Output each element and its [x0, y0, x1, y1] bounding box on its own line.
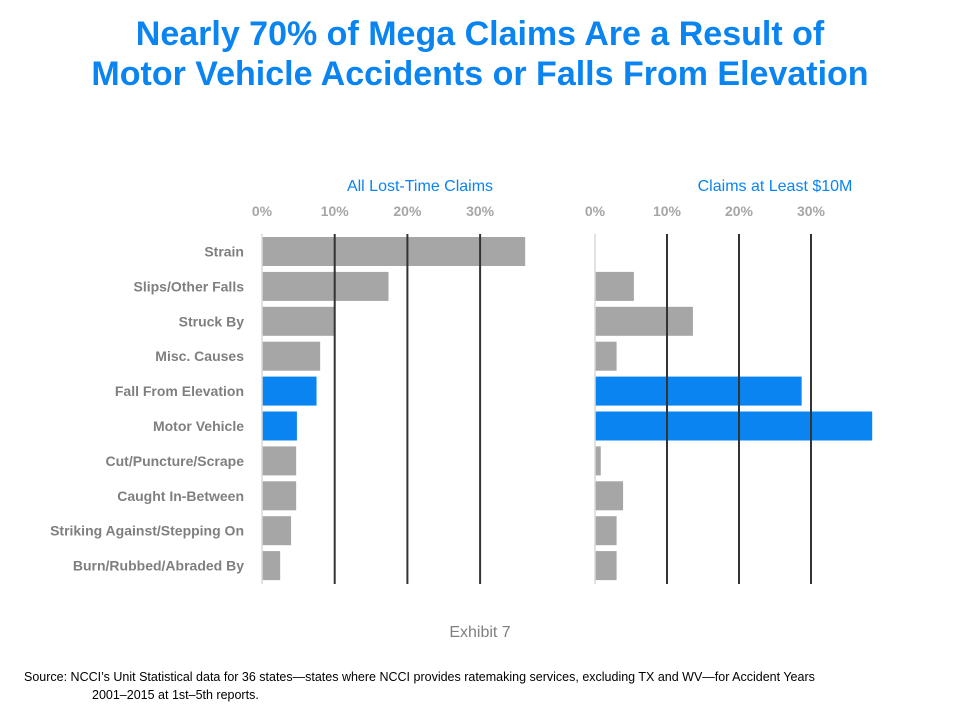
- x-tick-label: 10%: [321, 203, 350, 219]
- category-label: Strain: [204, 244, 244, 260]
- category-label: Cut/Puncture/Scrape: [106, 453, 245, 469]
- bar-misc-causes: [262, 341, 321, 371]
- bar-fall-from-elevation: [595, 376, 802, 406]
- bar-motor-vehicle: [262, 411, 297, 441]
- category-label: Misc. Causes: [155, 348, 244, 364]
- x-tick-label: 0%: [585, 203, 606, 219]
- bar-burn-rubbed-abraded-by: [595, 551, 617, 581]
- source-line-1: Source: NCCI’s Unit Statistical data for…: [24, 670, 815, 684]
- category-label: Striking Against/Stepping On: [50, 523, 244, 539]
- category-label: Struck By: [179, 313, 245, 329]
- bar-cut-puncture-scrape: [595, 446, 601, 476]
- bar-striking-against-stepping-on: [595, 516, 617, 546]
- bar-caught-in-between: [595, 481, 624, 511]
- bar-struck-by: [595, 306, 693, 336]
- bar-slips-other-falls: [262, 271, 389, 301]
- bar-striking-against-stepping-on: [262, 516, 292, 546]
- x-tick-label: 10%: [653, 203, 682, 219]
- bar-struck-by: [262, 306, 334, 336]
- bar-fall-from-elevation: [262, 376, 317, 406]
- bar-slips-other-falls: [595, 271, 634, 301]
- category-label: Fall From Elevation: [115, 383, 244, 399]
- bar-burn-rubbed-abraded-by: [262, 551, 281, 581]
- panel-all-lost-time-claims: All Lost-Time Claims 0% 10% 20% 30%: [252, 178, 526, 584]
- source-note: Source: NCCI’s Unit Statistical data for…: [24, 668, 944, 704]
- bar-cut-puncture-scrape: [262, 446, 297, 476]
- panel-claims-at-least-10m: Claims at Least $10M 0% 10% 20% 30%: [585, 178, 873, 584]
- x-tick-label: 20%: [393, 203, 422, 219]
- bar-caught-in-between: [262, 481, 297, 511]
- category-label: Slips/Other Falls: [134, 278, 245, 294]
- page-title: Nearly 70% of Mega Claims Are a Result o…: [0, 14, 960, 94]
- category-label: Burn/Rubbed/Abraded By: [73, 558, 244, 574]
- x-tick-label: 30%: [797, 203, 826, 219]
- chart-title: All Lost-Time Claims: [347, 178, 493, 195]
- category-label: Motor Vehicle: [153, 418, 244, 434]
- x-tick-label: 20%: [725, 203, 754, 219]
- title-line-2: Motor Vehicle Accidents or Falls From El…: [91, 55, 869, 93]
- exhibit-label: Exhibit 7: [449, 624, 511, 641]
- bar-strain: [262, 237, 526, 266]
- source-line-2: 2001–2015 at 1st–5th reports.: [92, 688, 259, 702]
- category-labels: Strain Slips/Other Falls Struck By Misc. Ca…: [50, 244, 244, 574]
- title-line-1: Nearly 70% of Mega Claims Are a Result o…: [135, 15, 825, 53]
- bar-misc-causes: [595, 341, 617, 371]
- chart-title: Claims at Least $10M: [698, 178, 853, 195]
- category-label: Caught In-Between: [117, 488, 244, 504]
- x-tick-label: 30%: [466, 203, 495, 219]
- x-tick-label: 0%: [252, 203, 273, 219]
- bar-motor-vehicle: [595, 411, 873, 441]
